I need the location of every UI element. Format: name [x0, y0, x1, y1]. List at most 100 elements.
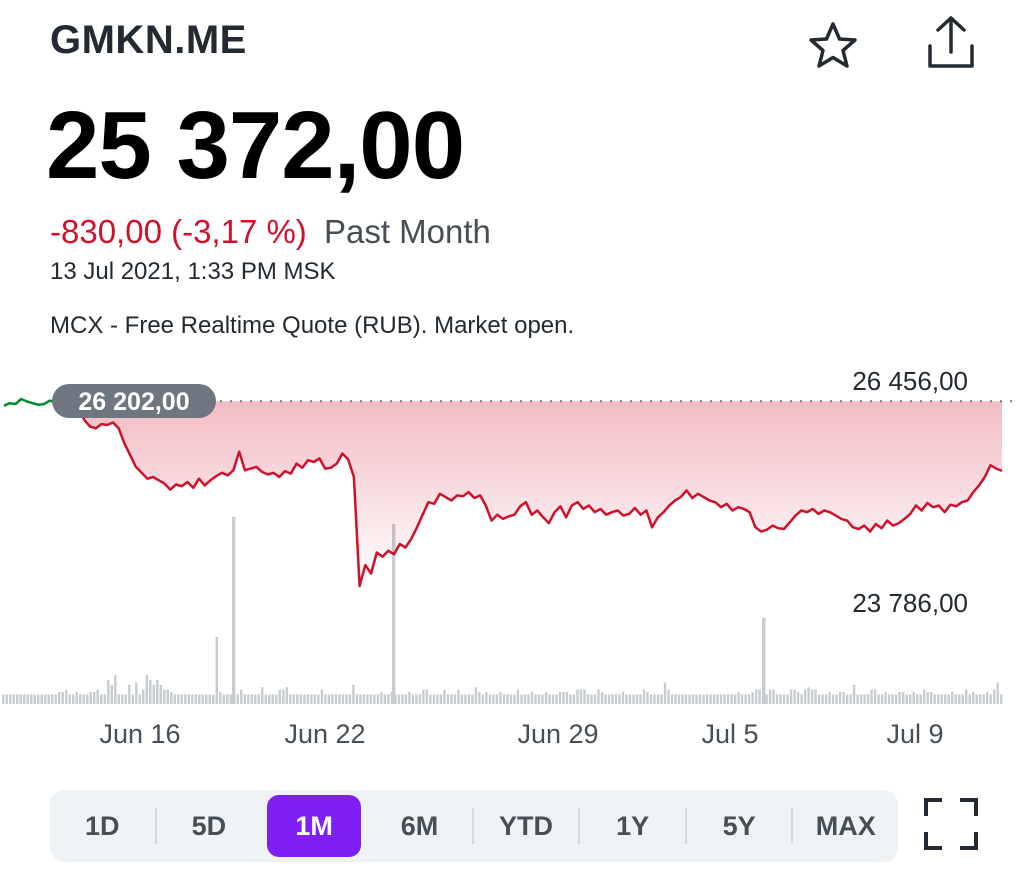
volume-bar: [516, 689, 520, 704]
volume-bar: [880, 694, 884, 704]
volume-bar: [232, 516, 236, 704]
volume-bar: [681, 694, 684, 704]
x-tick-label: Jul 9: [886, 719, 943, 749]
volume-bar: [415, 694, 418, 704]
volume-bar: [492, 694, 495, 704]
volume-bar: [180, 694, 183, 704]
volume-bar: [100, 694, 103, 704]
volume-bar: [86, 694, 89, 704]
range-tab-5y[interactable]: 5Y: [722, 811, 756, 841]
volume-bar: [348, 694, 352, 704]
volume-bar: [215, 636, 218, 704]
volume-bar: [212, 694, 215, 704]
volume-bar: [979, 694, 982, 704]
volume-bar: [310, 694, 313, 704]
volume-bar: [481, 694, 485, 704]
volume-bar: [762, 617, 766, 704]
volume-bar: [226, 694, 229, 704]
volume-bar: [712, 694, 716, 704]
volume-bar: [534, 694, 537, 704]
share-button[interactable]: [918, 12, 984, 74]
range-tab-1y[interactable]: 1Y: [616, 811, 650, 841]
volume-bar: [205, 694, 208, 704]
volume-bar: [135, 682, 138, 704]
y-axis-low-label: 23 786,00: [852, 588, 968, 618]
volume-bar: [278, 689, 281, 704]
x-tick-label: Jun 16: [99, 719, 180, 749]
range-tab-6m[interactable]: 6M: [400, 811, 439, 841]
range-tab-1d[interactable]: 1D: [85, 811, 120, 841]
volume-bar: [859, 694, 863, 704]
volume-bar: [282, 689, 285, 704]
price-chart[interactable]: 26 456,00 23 786,00 26 202,00 Jun 16 Jun …: [0, 360, 1024, 760]
volume-bar: [82, 694, 85, 704]
volume-bar: [873, 689, 877, 704]
volume-bar: [345, 694, 348, 704]
star-outline-icon: [809, 22, 857, 68]
volume-bar: [891, 694, 894, 704]
volume-bar: [621, 692, 625, 704]
volume-bar: [726, 694, 730, 704]
volume-bar: [320, 689, 324, 704]
volume-bar: [937, 694, 940, 704]
volume-bar: [940, 694, 943, 704]
volume-bar: [341, 694, 345, 704]
favorite-button[interactable]: [800, 16, 866, 76]
volume-bar: [828, 692, 831, 704]
volume-bar: [37, 694, 40, 704]
volume-bar: [93, 692, 96, 704]
volume-bar: [572, 694, 576, 704]
volume-bar: [373, 694, 376, 704]
previous-close-badge: 26 202,00: [52, 384, 216, 418]
volume-bar: [292, 694, 295, 704]
volume-bar: [30, 694, 33, 704]
volume-bar: [944, 694, 947, 704]
volume-bar: [19, 694, 22, 704]
volume-bar: [530, 692, 534, 704]
volume-bar: [303, 694, 306, 704]
volume-bar: [177, 694, 180, 704]
volume-bar: [453, 694, 457, 704]
volume-bar: [450, 694, 453, 704]
volume-bar: [674, 694, 677, 704]
volume-bar: [173, 694, 176, 704]
range-tab-max[interactable]: MAX: [815, 811, 876, 841]
volume-bar: [919, 694, 922, 704]
volume-bar: [789, 689, 793, 704]
volume-bar: [149, 680, 152, 704]
volume-bar: [576, 689, 579, 704]
volume-bar: [26, 694, 29, 704]
volume-bar: [75, 692, 78, 704]
volume-bar: [912, 692, 915, 704]
volume-bar: [103, 694, 106, 704]
volume-bar: [923, 689, 926, 704]
range-tab-5d[interactable]: 5D: [191, 811, 227, 841]
volume-bar: [933, 694, 936, 704]
volume-bar: [926, 692, 929, 704]
volume-bar: [152, 684, 155, 704]
volume-bar: [951, 692, 954, 704]
volume-bar: [51, 694, 54, 704]
volume-bar: [142, 689, 145, 704]
range-tab-ytd[interactable]: YTD: [499, 811, 554, 841]
volume-bar: [590, 694, 593, 704]
volume-bar: [628, 694, 632, 704]
volume-bar: [156, 680, 159, 704]
volume-bar: [649, 694, 653, 704]
volume-bar: [786, 694, 789, 704]
volume-bar: [471, 694, 474, 704]
volume-bar: [646, 692, 649, 704]
volume-bar: [600, 692, 604, 704]
volume-bar: [306, 694, 310, 704]
fullscreen-button[interactable]: [918, 792, 984, 856]
range-separator: [684, 808, 687, 844]
volume-bar: [705, 694, 709, 704]
ticker-symbol: GMKN.ME: [50, 18, 247, 62]
volume-bar: [800, 694, 803, 704]
volume-bar: [380, 692, 383, 704]
volume-bar: [44, 694, 47, 704]
volume-bar: [986, 692, 989, 704]
volume-bar: [285, 687, 288, 704]
range-tab-1m[interactable]: 1M: [267, 795, 362, 857]
volume-bar: [47, 694, 50, 704]
